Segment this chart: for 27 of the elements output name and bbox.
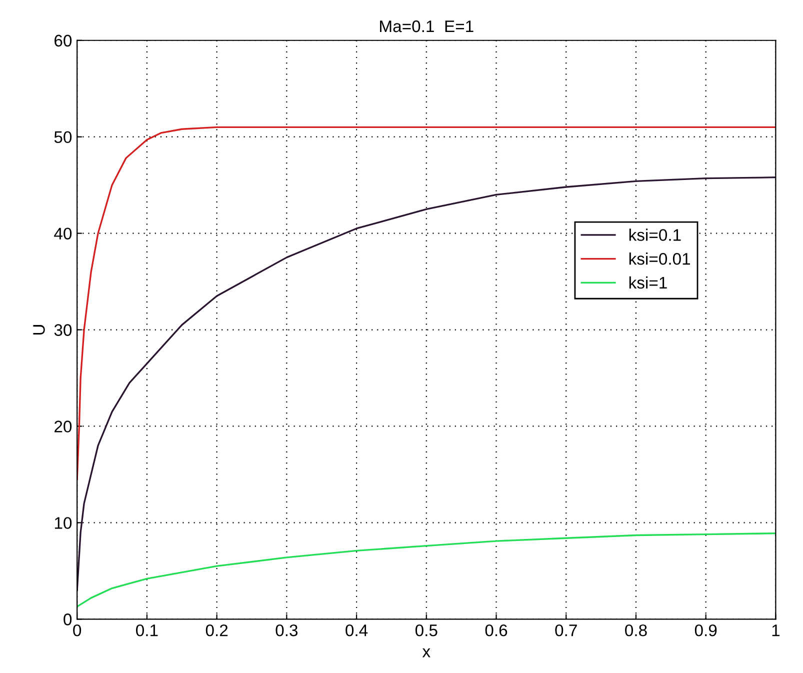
line-series <box>77 532 776 608</box>
legend-label: ksi=0.1 <box>629 228 681 241</box>
legend-label: ksi=0.01 <box>629 252 690 265</box>
y-axis-title: U <box>33 325 45 334</box>
y-tick-label: 50 <box>54 131 72 144</box>
line-series <box>77 126 776 480</box>
y-tick-label: 30 <box>54 324 72 336</box>
line-series <box>77 176 776 592</box>
x-tick-label: 0.1 <box>136 624 158 636</box>
x-tick-label: 0 <box>73 624 82 636</box>
chart-title: Ma=0.1 E=1 <box>380 20 474 32</box>
x-tick-label: 0.5 <box>415 624 438 636</box>
x-tick-label: 0.6 <box>485 624 508 636</box>
y-tick-label: 10 <box>54 517 72 529</box>
y-tick-label: 0 <box>64 614 72 626</box>
x-tick-label: 0.4 <box>346 624 368 636</box>
x-tick-label: 0.7 <box>555 624 577 636</box>
y-tick-label: 60 <box>54 34 72 47</box>
x-axis-title: x <box>422 648 430 658</box>
y-tick-label: 40 <box>54 228 72 240</box>
x-tick-label: 0.3 <box>276 624 298 636</box>
x-tick-label: 1 <box>772 624 780 636</box>
legend-label: ksi=1 <box>629 276 667 289</box>
x-tick-label: 0.2 <box>206 624 228 636</box>
x-tick-label: 0.8 <box>625 624 647 636</box>
y-tick-label: 20 <box>54 420 72 432</box>
x-tick-label: 0.9 <box>694 624 717 636</box>
